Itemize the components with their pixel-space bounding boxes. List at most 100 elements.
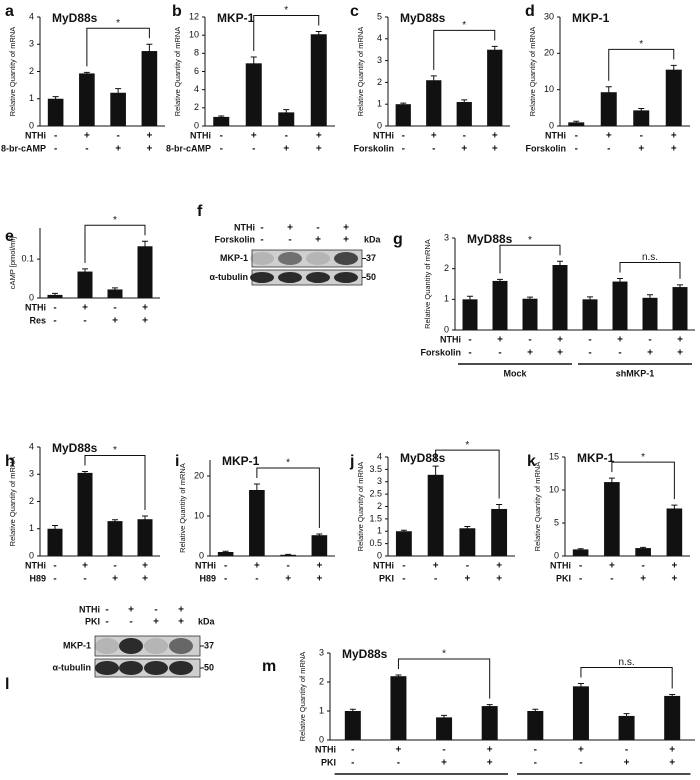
treatment-sign: - (575, 131, 578, 142)
y-tick-label: 1 (444, 294, 449, 304)
treatment-sign: - (610, 574, 613, 585)
panel-letter: d (525, 3, 535, 20)
treatment-sign: - (113, 303, 116, 314)
treatment-sign: - (625, 745, 628, 756)
band-label: α-tubulin (209, 272, 248, 282)
y-tick-label: 5 (554, 517, 559, 527)
bar (249, 490, 265, 556)
treatment-sign: - (640, 131, 643, 142)
blot-band (169, 661, 193, 675)
y-tick-label: 1.5 (369, 513, 382, 523)
y-tick-label: 2 (29, 496, 34, 506)
treatment-label: H89 (29, 573, 46, 583)
treatment-sign: - (316, 223, 319, 234)
group-label: Mock (410, 778, 434, 780)
significance-label: * (286, 458, 290, 469)
error-bar (395, 674, 402, 678)
treatment-sign: - (442, 745, 445, 756)
error-bar (142, 515, 148, 523)
treatment-sign: - (397, 758, 400, 769)
treatment-label: NTHi (373, 560, 394, 570)
bar (527, 711, 544, 740)
treatment-sign: - (252, 144, 255, 155)
error-bar (577, 682, 584, 690)
treatment-sign: - (434, 574, 437, 585)
significance-label: * (116, 18, 120, 29)
treatment-sign: - (224, 574, 227, 585)
treatment-label: NTHi (315, 744, 336, 754)
bar (635, 548, 651, 556)
significance-bracket (256, 467, 320, 528)
y-tick-label: 2 (194, 102, 199, 112)
bar (110, 92, 126, 126)
bar (582, 299, 598, 330)
y-tick-label: 2 (377, 77, 382, 87)
bar (487, 49, 503, 127)
treatment-label: NTHi (79, 604, 100, 614)
bar (107, 521, 123, 556)
significance-label: * (639, 39, 643, 50)
panel-letter: a (5, 3, 14, 20)
error-bar (608, 477, 615, 487)
error-bar (491, 45, 498, 53)
blot-band (306, 272, 330, 283)
y-tick-label: 3 (319, 647, 324, 657)
y-tick-label: 3.5 (369, 464, 382, 474)
y-tick-label: 0 (199, 550, 204, 560)
bar (47, 98, 64, 126)
bar (604, 482, 620, 556)
treatment-sign: - (285, 131, 288, 142)
treatment-sign: - (154, 605, 157, 616)
treatment-sign: - (224, 561, 227, 572)
error-bar (83, 71, 90, 75)
bar (310, 34, 327, 127)
significance-label: * (528, 235, 532, 246)
treatment-sign: + (254, 561, 260, 572)
y-tick-label: 4 (377, 451, 382, 461)
significance-bracket (253, 15, 320, 51)
y-tick-label: 8 (194, 48, 199, 58)
error-bar (52, 292, 58, 297)
treatment-sign: + (433, 561, 439, 572)
bar (459, 528, 476, 556)
chart-title: MyD88s (400, 11, 446, 25)
treatment-sign: - (432, 144, 435, 155)
error-bar (670, 64, 677, 75)
bar (217, 552, 234, 556)
treatment-sign: + (671, 144, 677, 155)
y-axis-label: Relative Quantity of mRNA (356, 27, 365, 117)
error-bar (527, 296, 533, 301)
treatment-sign: - (260, 223, 263, 234)
treatment-sign: - (402, 561, 405, 572)
treatment-sign: - (220, 144, 223, 155)
significance-bracket (619, 261, 681, 279)
treatment-sign: + (578, 745, 584, 756)
treatment-sign: + (142, 303, 148, 314)
bar (77, 271, 93, 298)
blot-band (278, 252, 302, 265)
significance-bracket (84, 224, 146, 263)
kda-label: kDa (364, 234, 382, 244)
bar (390, 676, 407, 740)
y-axis-label: Relative Quantity of mRNA (173, 27, 182, 117)
treatment-sign: - (54, 131, 57, 142)
treatment-label: NTHi (550, 560, 571, 570)
treatment-sign: + (112, 316, 118, 327)
treatment-sign: + (497, 335, 503, 346)
treatment-sign: + (315, 235, 321, 246)
significance-label: * (113, 445, 117, 456)
bar (633, 110, 650, 126)
bar (522, 298, 538, 330)
treatment-sign: + (316, 574, 322, 585)
error-bar (400, 102, 407, 106)
panel-letter: g (393, 231, 403, 248)
treatment-sign: + (441, 758, 447, 769)
treatment-label: NTHi (195, 560, 216, 570)
y-tick-label: 1 (29, 523, 34, 533)
bar (481, 706, 498, 740)
treatment-sign: - (607, 144, 610, 155)
significance-label: * (113, 215, 117, 226)
kda-label: kDa (198, 616, 216, 626)
bar (79, 73, 95, 126)
treatment-label: NTHi (373, 130, 394, 140)
